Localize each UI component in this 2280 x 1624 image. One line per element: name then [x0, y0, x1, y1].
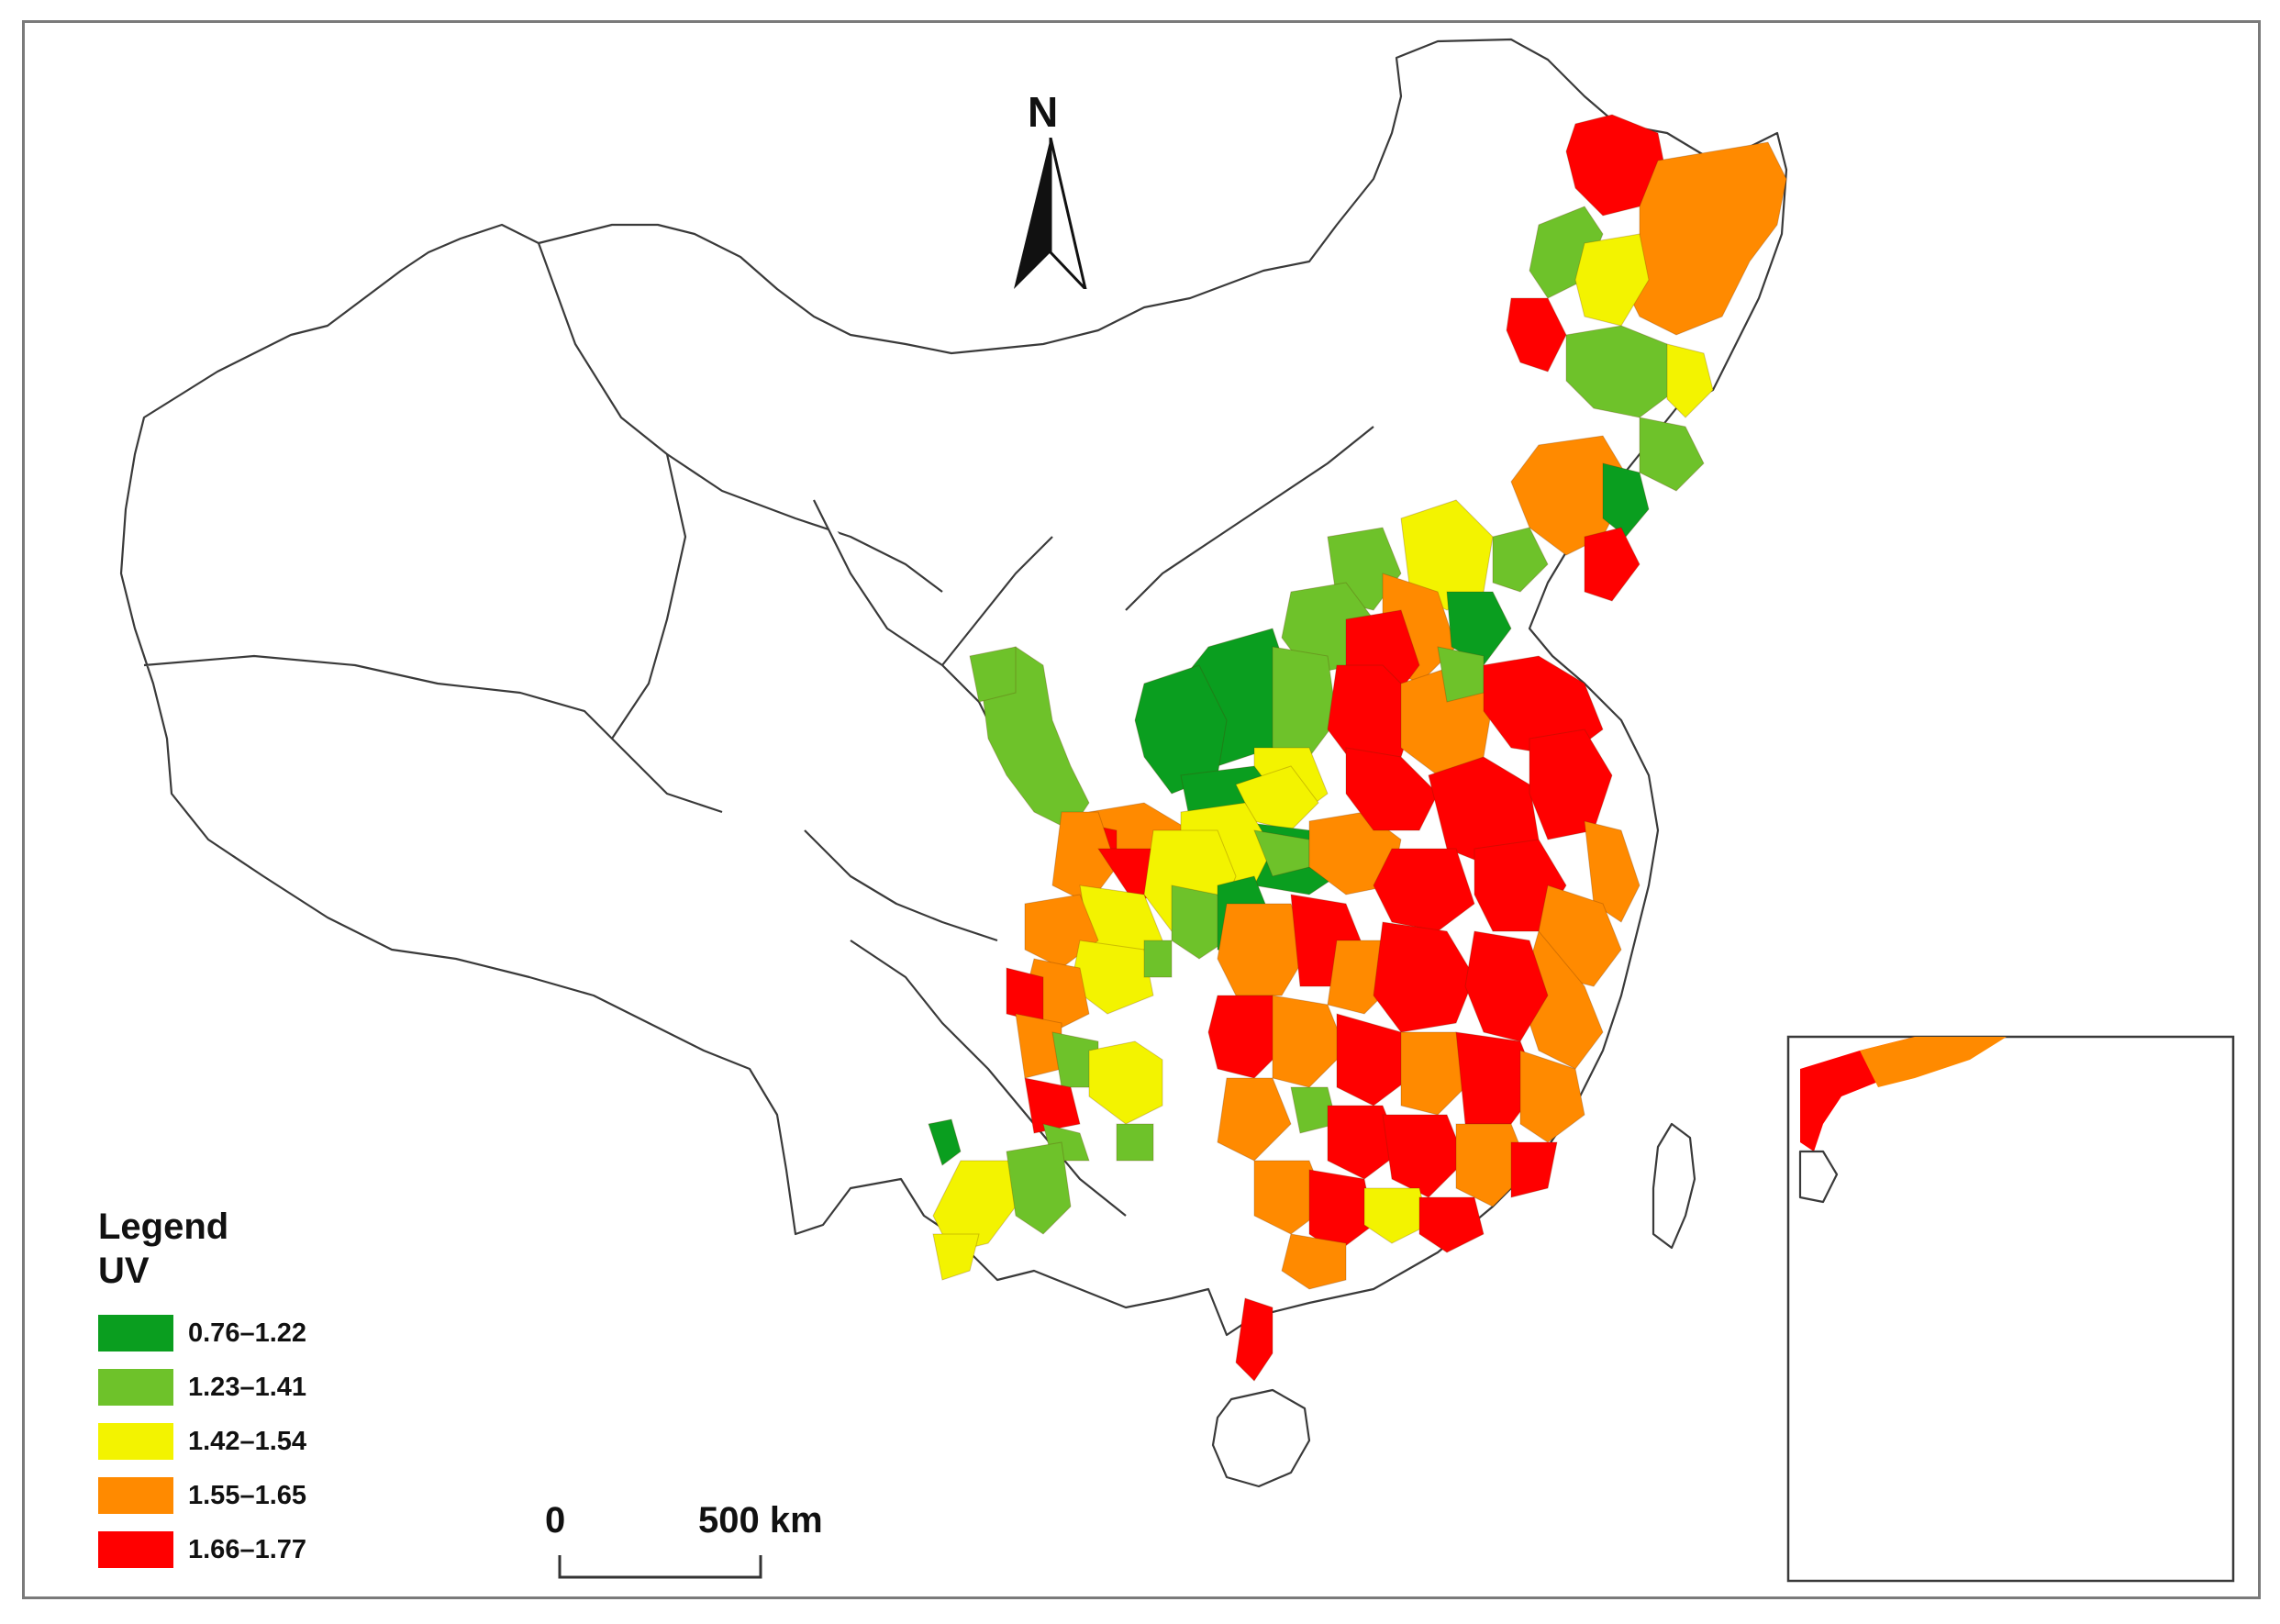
legend-swatch [98, 1315, 173, 1351]
legend-swatch [98, 1531, 173, 1568]
map-frame: N Legend UV 0.76–1.22 1.23–1.41 1.42–1.54 1… [22, 20, 2261, 1599]
legend-variable: UV [98, 1251, 150, 1291]
north-arrow-label: N [1028, 88, 1059, 136]
legend-swatch [98, 1423, 173, 1460]
uv-regions [928, 114, 1787, 1382]
legend-swatch [98, 1369, 173, 1406]
legend-label: 0.76–1.22 [188, 1318, 307, 1348]
north-arrow-icon [1014, 138, 1087, 289]
legend-label: 1.23–1.41 [188, 1373, 307, 1402]
legend-swatch [98, 1477, 173, 1514]
legend-label: 1.55–1.65 [188, 1481, 307, 1510]
scale-start-label: 0 [545, 1500, 566, 1541]
south-china-sea-inset [1786, 1035, 2235, 1583]
scale-end-label: 500 km [698, 1500, 823, 1541]
legend-label: 1.42–1.54 [188, 1427, 307, 1456]
legend-title: Legend [98, 1207, 229, 1247]
legend-label: 1.66–1.77 [188, 1535, 307, 1564]
scale-bar [558, 1555, 762, 1579]
china-uv-map [119, 38, 2235, 1583]
